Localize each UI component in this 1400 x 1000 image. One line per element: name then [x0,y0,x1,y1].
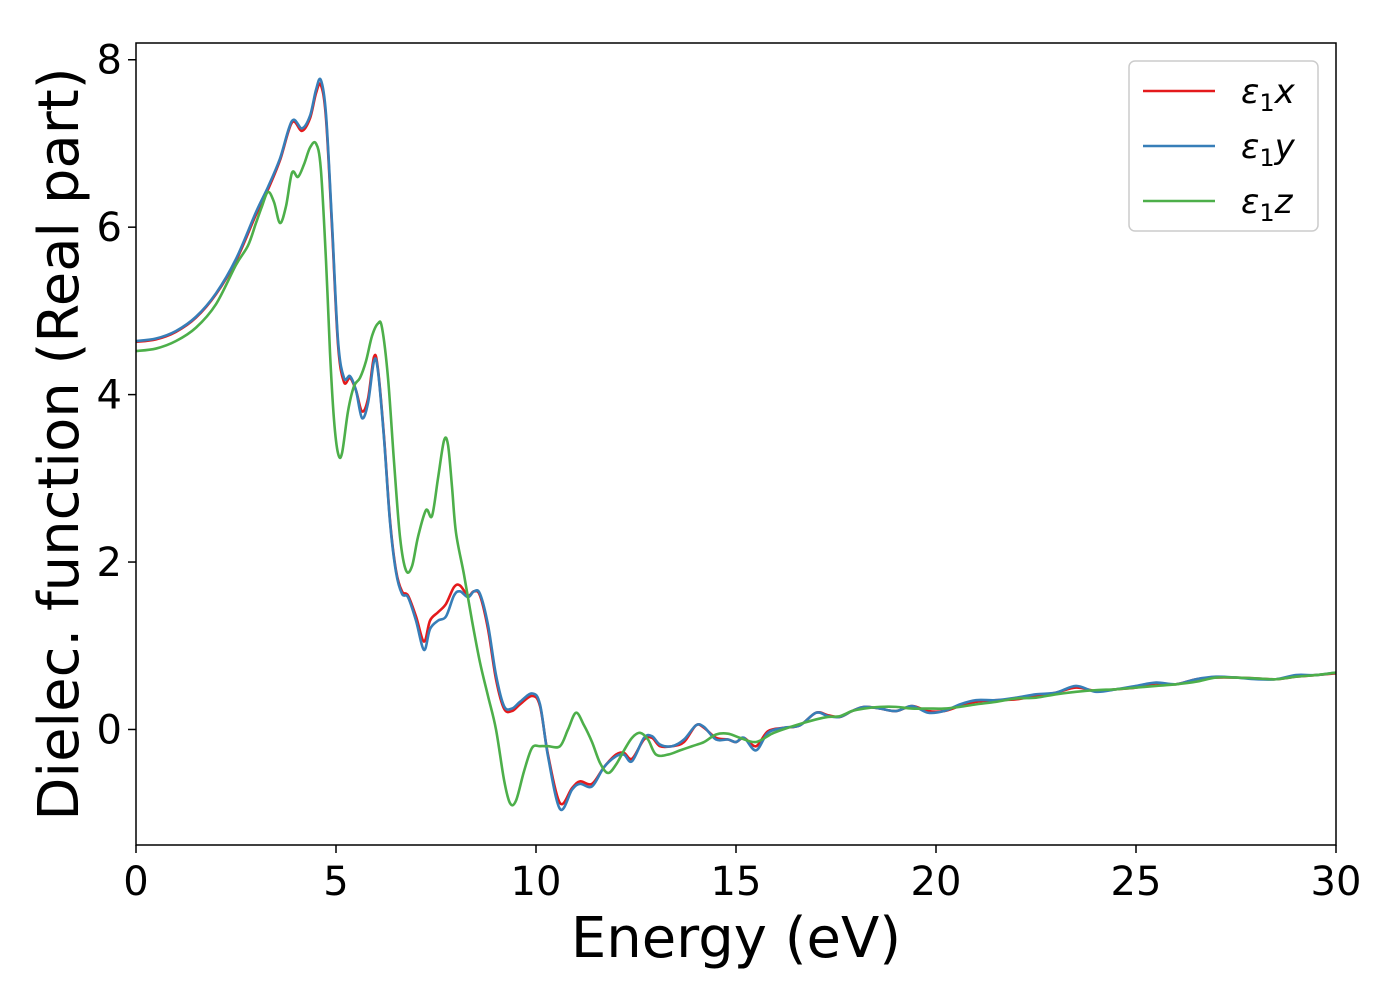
y-axis: 0 2 4 6 8 [97,38,136,753]
x-tick-label: 15 [711,859,762,905]
x-tick-label: 10 [511,859,562,905]
series-lines [136,77,1336,812]
x-tick-label: 5 [323,859,348,905]
y-tick-label: 6 [97,205,122,251]
legend-box [1128,60,1319,232]
x-axis: 0 5 10 15 20 25 30 [123,845,1361,905]
series-line-z [136,140,1336,807]
x-tick-label: 0 [123,859,148,905]
legend: ε1x ε1y ε1z [1128,60,1319,232]
legend-label-x: ε1x [1241,72,1296,117]
legend-label-y: ε1y [1241,127,1296,172]
y-tick-label: 4 [97,373,122,419]
x-axis-title: Energy (eV) [571,906,901,971]
y-axis-title: Dielec. function (Real part) [27,67,92,820]
legend-label-z: ε1z [1241,182,1294,227]
x-tick-label: 30 [1311,859,1362,905]
y-tick-label: 8 [97,38,122,84]
y-tick-label: 0 [97,707,122,753]
y-tick-label: 2 [97,540,122,586]
x-tick-label: 25 [1111,859,1162,905]
x-tick-label: 20 [911,859,962,905]
